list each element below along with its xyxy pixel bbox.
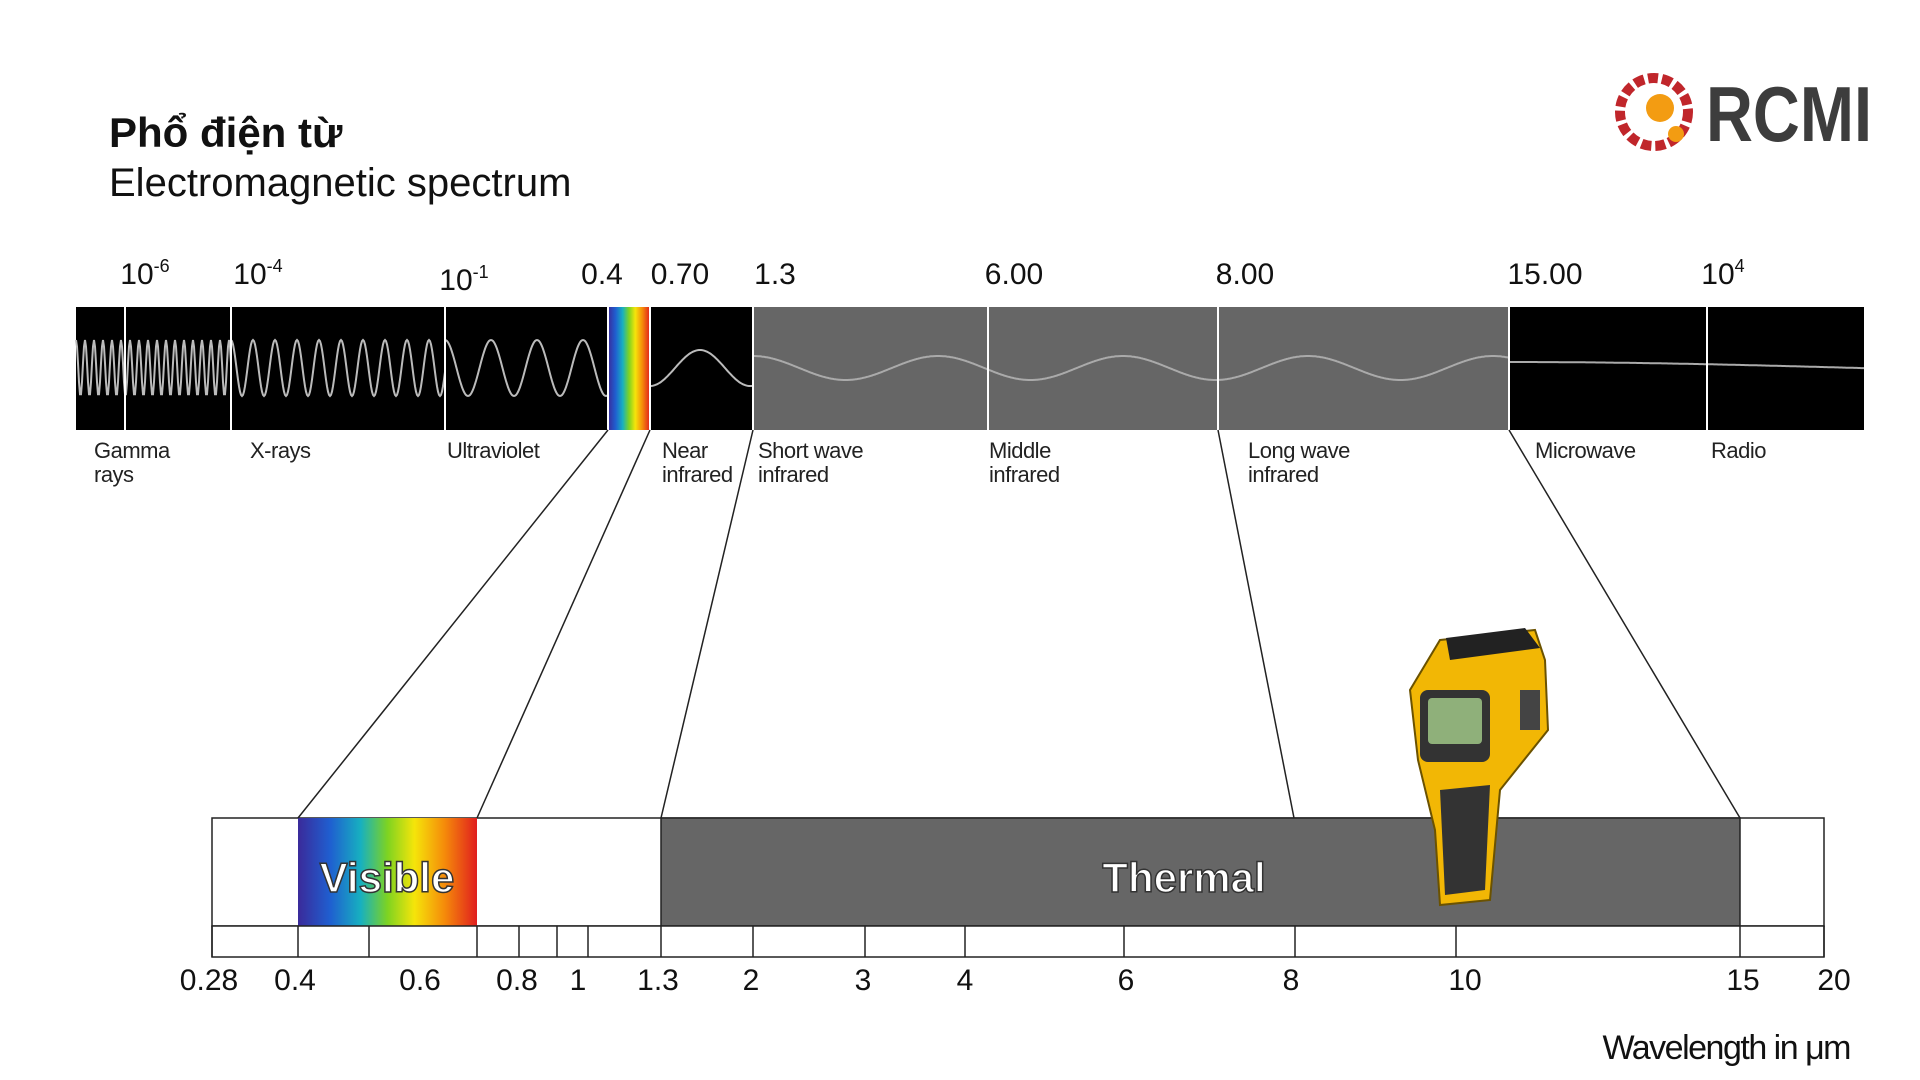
connector	[297, 429, 609, 819]
wave	[650, 349, 754, 387]
scale-exponent: -6	[154, 256, 170, 276]
band-label: Radio	[1711, 438, 1766, 463]
thermal-label: Thermal	[1102, 854, 1265, 901]
bottom-scale-label: 8	[1283, 964, 1300, 997]
title: Phổ điện từ	[109, 109, 343, 156]
bottom-bar	[211, 817, 1825, 958]
band-label: Near	[662, 438, 708, 463]
top-scale-label: 10-1	[439, 262, 488, 297]
top-scale-label: 6.00	[985, 258, 1043, 291]
scale-base: 6.00	[985, 258, 1043, 291]
bottom-scale-label: 0.6	[399, 964, 441, 997]
bottom-scale-label: 2	[743, 964, 760, 997]
scale-base: 15.00	[1507, 258, 1582, 291]
bottom-scale-label: 1	[570, 964, 587, 997]
bottom-scale-label: 1.3	[637, 964, 679, 997]
band-label: Ultraviolet	[447, 438, 540, 463]
band-label: X-rays	[250, 438, 311, 463]
wave	[1509, 361, 1864, 370]
wave	[75, 339, 232, 396]
scale-base: 10	[439, 264, 472, 297]
scale-exponent: -1	[473, 262, 489, 282]
top-scale-label: 104	[1701, 256, 1744, 291]
band-label: Microwave	[1535, 438, 1636, 463]
band-label: infrared	[1248, 462, 1319, 487]
scale-base: 1.3	[754, 258, 796, 291]
wave	[230, 338, 446, 398]
band-label: infrared	[662, 462, 733, 487]
wave	[753, 355, 1510, 381]
connector	[1508, 429, 1741, 819]
logo-text: RCMI	[1706, 70, 1872, 158]
thermal-camera	[1408, 628, 1550, 907]
wave	[444, 338, 609, 398]
top-scale-label: 10-6	[120, 256, 169, 291]
band-label: Gamma	[94, 438, 171, 463]
bottom-scale-label: 0.8	[496, 964, 538, 997]
scale-base: 0.70	[651, 258, 709, 291]
top-scale-label: 10-4	[233, 256, 282, 291]
bottom-scale-label: 6	[1118, 964, 1135, 997]
scale-base: 10	[120, 258, 153, 291]
top-scale-label: 0.70	[651, 258, 709, 291]
top-scale-label: 0.4	[581, 258, 623, 291]
bottom-scale-label: 3	[855, 964, 872, 997]
band-label: infrared	[758, 462, 829, 487]
connector	[660, 429, 754, 819]
visible-label: Visible	[320, 854, 455, 901]
band-label: Short wave	[758, 438, 863, 463]
band-label: infrared	[989, 462, 1060, 487]
scale-base: 10	[1701, 258, 1734, 291]
scale-exponent: 4	[1735, 256, 1745, 276]
spectrum-bar	[75, 307, 1864, 430]
top-scale-label: 1.3	[754, 258, 796, 291]
bottom-scale-label: 0.4	[274, 964, 316, 997]
scale-base: 8.00	[1216, 258, 1274, 291]
top-scale-label: 15.00	[1507, 258, 1582, 291]
connector	[476, 429, 651, 819]
connector	[1217, 429, 1295, 819]
bottom-scale-label: 4	[957, 964, 974, 997]
axis-label: Wavelength in μm	[1602, 1029, 1850, 1067]
scale-base: 10	[233, 258, 266, 291]
band-label: rays	[94, 462, 134, 487]
bottom-scale-label: 15	[1726, 964, 1759, 997]
bottom-scale-label: 10	[1448, 964, 1481, 997]
band-label: Long wave	[1248, 438, 1350, 463]
top-scale-label: 8.00	[1216, 258, 1274, 291]
scale-exponent: -4	[267, 256, 283, 276]
bottom-scale-label: 20	[1817, 964, 1850, 997]
scale-base: 0.4	[581, 258, 623, 291]
band-label: Middle	[989, 438, 1051, 463]
bottom-scale-label: 0.28	[180, 964, 238, 997]
subtitle: Electromagnetic spectrum	[109, 161, 571, 205]
logo: RCMI	[1615, 70, 1872, 158]
